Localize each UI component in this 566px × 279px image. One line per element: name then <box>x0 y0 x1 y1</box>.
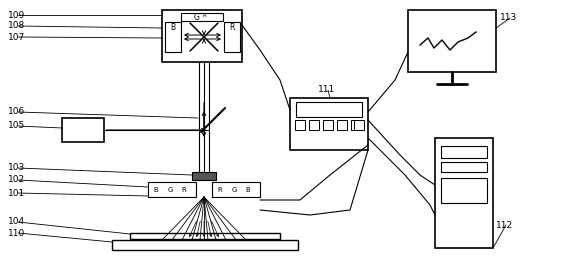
Text: R: R <box>217 186 222 193</box>
Bar <box>165 22 181 52</box>
Bar <box>192 172 216 180</box>
Bar <box>337 120 347 130</box>
Bar <box>441 146 487 158</box>
Text: 109: 109 <box>8 11 25 20</box>
Text: R: R <box>229 23 235 32</box>
Text: G: G <box>168 186 173 193</box>
Text: 102: 102 <box>8 175 25 184</box>
Text: 106: 106 <box>8 107 25 117</box>
Text: 112: 112 <box>496 220 513 230</box>
Bar <box>290 98 368 150</box>
Bar <box>323 120 333 130</box>
Bar <box>441 178 487 203</box>
Bar <box>354 120 364 130</box>
Bar <box>295 120 305 130</box>
Bar <box>62 118 104 142</box>
Text: 104: 104 <box>8 218 25 227</box>
Text: 107: 107 <box>8 32 25 42</box>
Bar <box>296 102 362 117</box>
Text: 108: 108 <box>8 21 25 30</box>
Bar <box>435 138 493 248</box>
Bar <box>408 10 496 72</box>
Text: 103: 103 <box>8 163 25 172</box>
Bar <box>212 182 260 197</box>
Bar <box>148 182 196 197</box>
Text: 105: 105 <box>8 121 25 131</box>
Text: B: B <box>170 23 175 32</box>
Text: 101: 101 <box>8 189 25 198</box>
Text: G: G <box>231 186 237 193</box>
Text: 113: 113 <box>500 13 517 23</box>
Text: 111: 111 <box>318 85 335 95</box>
Bar <box>181 13 223 21</box>
Text: B: B <box>153 186 158 193</box>
Text: G: G <box>194 13 200 21</box>
Text: B: B <box>246 186 250 193</box>
Text: R: R <box>182 186 186 193</box>
Bar <box>351 120 361 130</box>
Text: R: R <box>202 13 206 18</box>
Bar <box>112 240 298 250</box>
Text: 110: 110 <box>8 229 25 237</box>
Bar <box>162 10 242 62</box>
Bar <box>130 233 280 239</box>
Bar <box>224 22 240 52</box>
Bar <box>441 162 487 172</box>
Bar <box>309 120 319 130</box>
